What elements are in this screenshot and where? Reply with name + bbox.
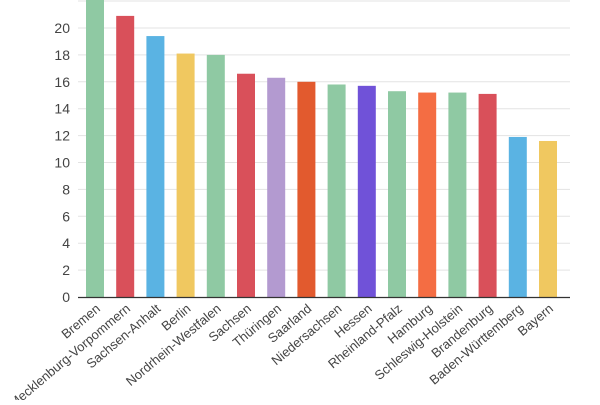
bar-nordrhein-westfalen bbox=[206, 54, 225, 298]
y-tick-label: 12 bbox=[54, 128, 70, 144]
y-tick-label: 14 bbox=[54, 101, 70, 117]
y-tick-label: 0 bbox=[62, 289, 70, 305]
bar-sachsen bbox=[237, 73, 255, 297]
bar-berlin bbox=[176, 53, 195, 298]
bars bbox=[86, 0, 557, 298]
bar-schleswig-holstein bbox=[448, 92, 467, 297]
y-axis-ticks: 0 2 4 6 8 10 12 14 16 18 20 bbox=[54, 20, 70, 305]
y-tick-label: 4 bbox=[62, 235, 70, 251]
y-tick-label: 2 bbox=[62, 262, 70, 278]
bar-bayern bbox=[539, 140, 557, 297]
y-tick-label: 20 bbox=[54, 20, 70, 36]
bar-hessen bbox=[357, 85, 376, 298]
bar-brandenburg bbox=[478, 93, 497, 297]
bar-rheinland-pfalz bbox=[388, 91, 406, 297]
x-axis-labels: BremenMecklenburg-VorpommernSachsen-Anha… bbox=[6, 301, 556, 405]
x-tick-label: Bayern bbox=[515, 301, 556, 339]
bar-saarland bbox=[297, 81, 316, 297]
bar-hamburg bbox=[418, 92, 437, 297]
y-tick-label: 8 bbox=[62, 181, 70, 197]
bar-mecklenburg-vorpommern bbox=[116, 15, 135, 298]
bar-niedersachsen bbox=[327, 84, 346, 298]
bar-th-ringen bbox=[267, 77, 286, 297]
bar-sachsen-anhalt bbox=[146, 36, 165, 297]
y-tick-label: 10 bbox=[54, 155, 70, 171]
bar-bremen bbox=[86, 0, 104, 297]
y-tick-label: 6 bbox=[62, 208, 70, 224]
y-tick-label: 16 bbox=[54, 74, 70, 90]
bar-baden-w-rttemberg bbox=[508, 136, 527, 297]
y-tick-label: 18 bbox=[54, 47, 70, 63]
